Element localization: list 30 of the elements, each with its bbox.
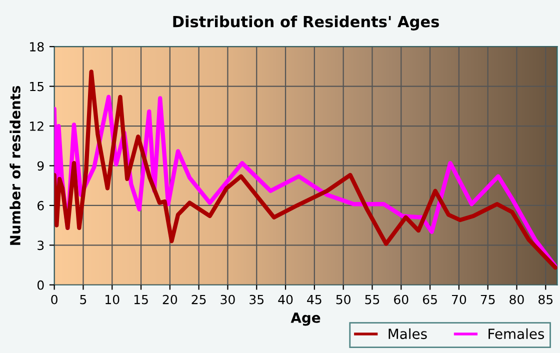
y-tick-label: 12 [30,121,44,131]
x-tick-label: 80 [510,294,524,304]
y-tick-label: 18 [30,42,44,52]
x-tick-label: 70 [452,294,466,304]
legend-label: Males [388,328,427,340]
x-tick-label: 0 [51,294,58,304]
x-tick-label: 75 [480,294,495,304]
x-tick-label: 30 [220,294,235,304]
x-tick-label: 40 [278,294,293,304]
y-tick-label: 3 [38,240,44,250]
x-tick-label: 65 [422,294,437,304]
legend-label: Females [488,328,544,340]
y-tick-label: 6 [38,200,44,210]
x-tick-label: 20 [162,294,178,304]
x-tick-label: 35 [250,294,264,304]
y-axis-title: Number of residents [10,86,20,245]
x-axis-title: Age [290,312,320,326]
x-tick-label: 15 [134,294,148,304]
x-tick-label: 60 [394,294,408,304]
chart-title: Distribution of Residents' Ages [173,16,439,30]
x-tick-label: 55 [365,294,380,304]
y-tick-label: 0 [37,280,44,290]
x-tick-label: 85 [538,294,552,304]
x-tick-label: 50 [336,294,350,304]
x-tick-label: 10 [106,294,120,304]
x-tick-label: 45 [307,294,322,304]
x-tick-label: 5 [80,294,86,304]
x-tick-label: 25 [192,294,206,304]
y-tick-label: 15 [30,82,44,92]
y-tick-label: 9 [37,161,44,171]
